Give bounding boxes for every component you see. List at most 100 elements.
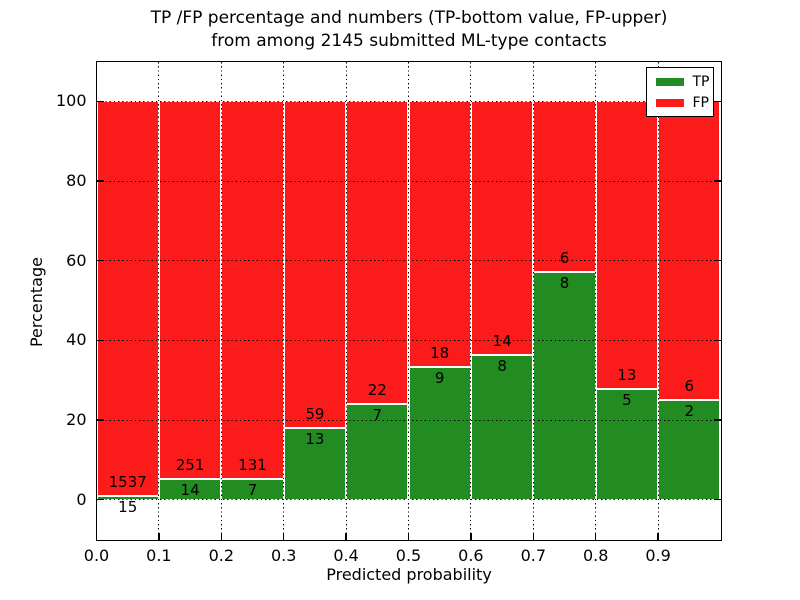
x-tick-label: 0.5 — [395, 545, 422, 565]
plot-area: TP FP 0.0 0.1 0.2 0.3 0.4 0.5 0.6 0.7 0.8 0.9 0 20 4… — [56, 60, 722, 565]
x-tick-mark — [220, 532, 223, 540]
x-gridline — [657, 61, 659, 540]
bar-segment-fp — [658, 101, 721, 401]
y-gridline — [96, 339, 721, 341]
bar-segment-fp — [346, 101, 409, 404]
x-gridline — [532, 61, 534, 540]
bar-segment-fp — [221, 101, 284, 480]
x-tick-mark — [532, 532, 535, 540]
bar-segment-tp — [283, 427, 347, 500]
x-gridline — [158, 61, 160, 540]
bar-segment-fp — [283, 101, 347, 428]
bar-count-label-tp: 13 — [305, 429, 325, 448]
y-gridline — [96, 180, 721, 182]
y-tick-mark — [713, 419, 721, 421]
y-gridline — [96, 419, 721, 421]
legend-item-tp: TP — [655, 73, 710, 90]
bar-count-label-tp: 14 — [180, 480, 200, 499]
y-gridline — [96, 499, 721, 501]
x-tick-label: 0.3 — [270, 545, 297, 565]
x-tick-mark — [407, 532, 410, 540]
y-tick-mark — [713, 100, 721, 103]
x-tick-label: 0.1 — [146, 545, 172, 565]
bar-count-label-tp: 2 — [684, 402, 695, 421]
x-tick-label: 0.7 — [520, 545, 547, 565]
chart-title: TP /FP percentage and numbers (TP-bottom… — [97, 7, 721, 53]
y-tick-mark — [96, 259, 104, 262]
x-tick-mark — [282, 532, 285, 540]
x-tick-mark — [657, 532, 659, 540]
y-tick-mark — [96, 498, 104, 501]
chart-title-line1: TP /FP percentage and numbers (TP-bottom… — [150, 8, 668, 28]
bar-segment-fp — [533, 101, 596, 273]
legend: TP FP — [645, 66, 714, 117]
bar-count-label-fp: 6 — [684, 377, 695, 396]
bar-segment-tp — [221, 479, 284, 500]
y-tick-label: 80 — [66, 171, 87, 190]
x-tick-label: 0.8 — [582, 545, 609, 565]
bar-count-label-tp: 15 — [118, 497, 138, 516]
x-axis-label: Predicted probability — [326, 565, 492, 584]
bar-count-label-fp: 13 — [617, 366, 637, 385]
bar-count-label-fp: 59 — [305, 404, 325, 423]
bar-count-label-fp: 1537 — [108, 472, 147, 491]
y-tick-label: 100 — [55, 91, 87, 111]
y-tick-label: 0 — [76, 489, 87, 509]
x-tick-label: 0.9 — [645, 545, 671, 565]
y-gridline — [96, 100, 721, 102]
y-axis-label: Percentage — [27, 257, 46, 348]
y-tick-mark — [713, 259, 721, 262]
bar-segment-fp — [595, 101, 659, 389]
bar-count-label-fp: 14 — [492, 331, 512, 350]
bar-count-label-tp: 8 — [559, 274, 570, 293]
y-tick-mark — [713, 339, 721, 342]
y-tick-label: 60 — [66, 250, 87, 270]
legend-label-tp: TP — [692, 73, 710, 90]
x-gridline — [470, 61, 472, 540]
y-tick-mark — [96, 419, 104, 421]
bar-count-label-fp: 18 — [430, 343, 450, 362]
x-gridline — [345, 61, 347, 540]
x-gridline — [220, 61, 222, 540]
y-tick-label: 40 — [66, 330, 87, 350]
bar-count-label-tp: 5 — [622, 391, 632, 410]
bar-segment-tp — [470, 354, 534, 500]
bar-count-label-tp: 9 — [434, 368, 445, 387]
bar-count-label-fp: 6 — [559, 249, 570, 268]
bar-segment-fp — [408, 101, 471, 367]
bar-count-label-tp: 8 — [497, 356, 507, 375]
x-gridline — [595, 61, 597, 540]
bar-count-label-tp: 7 — [372, 405, 383, 424]
bar-segment-tp — [533, 272, 596, 500]
x-tick-label: 0.4 — [333, 545, 359, 565]
bar-segment-fp — [470, 101, 534, 355]
y-tick-mark — [96, 100, 104, 103]
x-gridline — [408, 61, 409, 540]
bar-segment-tp — [408, 366, 471, 500]
x-tick-mark — [158, 532, 160, 540]
x-tick-mark — [594, 532, 597, 540]
bar-segment-fp — [158, 101, 222, 479]
x-tick-label: 0.0 — [83, 545, 110, 565]
bar-segment-fp — [96, 101, 159, 496]
y-gridline — [96, 260, 721, 262]
bar-segment-tp — [595, 389, 659, 500]
chart-title-line2: from among 2145 submitted ML-type contac… — [211, 31, 607, 51]
bar-segment-tp — [158, 478, 222, 500]
legend-item-fp: FP — [655, 95, 709, 111]
y-tick-mark — [713, 498, 721, 501]
x-tick-label: 0.2 — [208, 545, 235, 565]
bar-count-label-tp: 7 — [247, 481, 258, 500]
y-tick-label: 20 — [66, 410, 87, 429]
y-tick-mark — [713, 180, 721, 182]
bar-count-label-fp: 22 — [367, 380, 387, 399]
bar-segment-tp — [658, 400, 721, 500]
x-gridline — [283, 61, 285, 540]
y-tick-mark — [96, 180, 104, 182]
tp-legend-swatch-icon — [655, 78, 684, 86]
y-tick-mark — [96, 339, 104, 342]
fp-legend-swatch-icon — [655, 99, 684, 107]
bar-count-label-fp: 251 — [175, 455, 205, 474]
x-tick-mark — [345, 532, 347, 540]
